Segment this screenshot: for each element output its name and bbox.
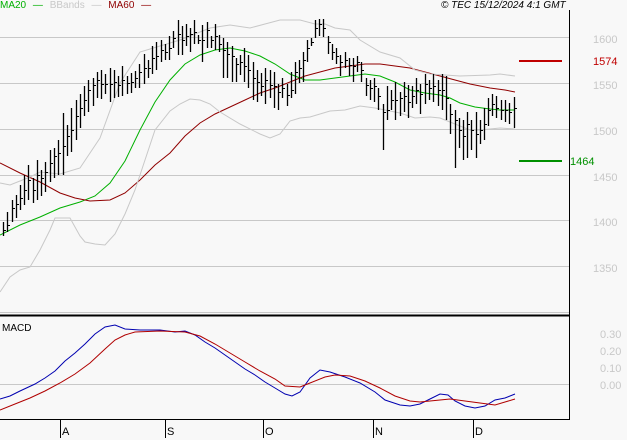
month-label: S xyxy=(167,426,175,438)
signal-line xyxy=(0,330,516,411)
x-axis-ticks xyxy=(60,420,474,438)
price-tick-label: 1500 xyxy=(593,126,618,138)
legend-ma20: MA20 — xyxy=(0,0,43,11)
macd-tick-label: 0.20 xyxy=(600,346,622,358)
price-tick-label: 1400 xyxy=(593,217,618,229)
price-gridlines xyxy=(0,37,569,313)
price-tick-label: 1450 xyxy=(593,172,618,184)
bband-lower-line xyxy=(0,98,516,293)
macd-tick-label: 0.10 xyxy=(600,363,622,375)
price-tick-label: 1600 xyxy=(593,34,618,46)
macd-tick-label: 0.30 xyxy=(600,329,622,341)
support-level-label: 1464 xyxy=(570,156,595,168)
month-label: D xyxy=(475,426,483,438)
resistance-level-label: 1574 xyxy=(593,56,618,68)
ohlc-bars xyxy=(2,19,517,236)
month-label: A xyxy=(62,426,70,438)
month-label: O xyxy=(265,426,274,438)
macd-title: MACD xyxy=(2,323,32,334)
copyright-timestamp: © TEC 15/12/2024 4:1 GMT xyxy=(441,0,566,11)
legend-bbands: BBands — xyxy=(49,0,102,11)
macd-line xyxy=(0,324,516,409)
legend-ma60: MA60 — xyxy=(108,0,152,11)
price-tick-label: 1550 xyxy=(593,80,618,92)
price-tick-label: 1350 xyxy=(593,263,618,275)
chart-legend: MA20 — BBands — MA60 — xyxy=(0,0,155,12)
ma20-line xyxy=(0,47,515,236)
macd-series xyxy=(0,324,516,411)
macd-tick-label: 0.00 xyxy=(600,380,622,392)
month-label: N xyxy=(375,426,383,438)
